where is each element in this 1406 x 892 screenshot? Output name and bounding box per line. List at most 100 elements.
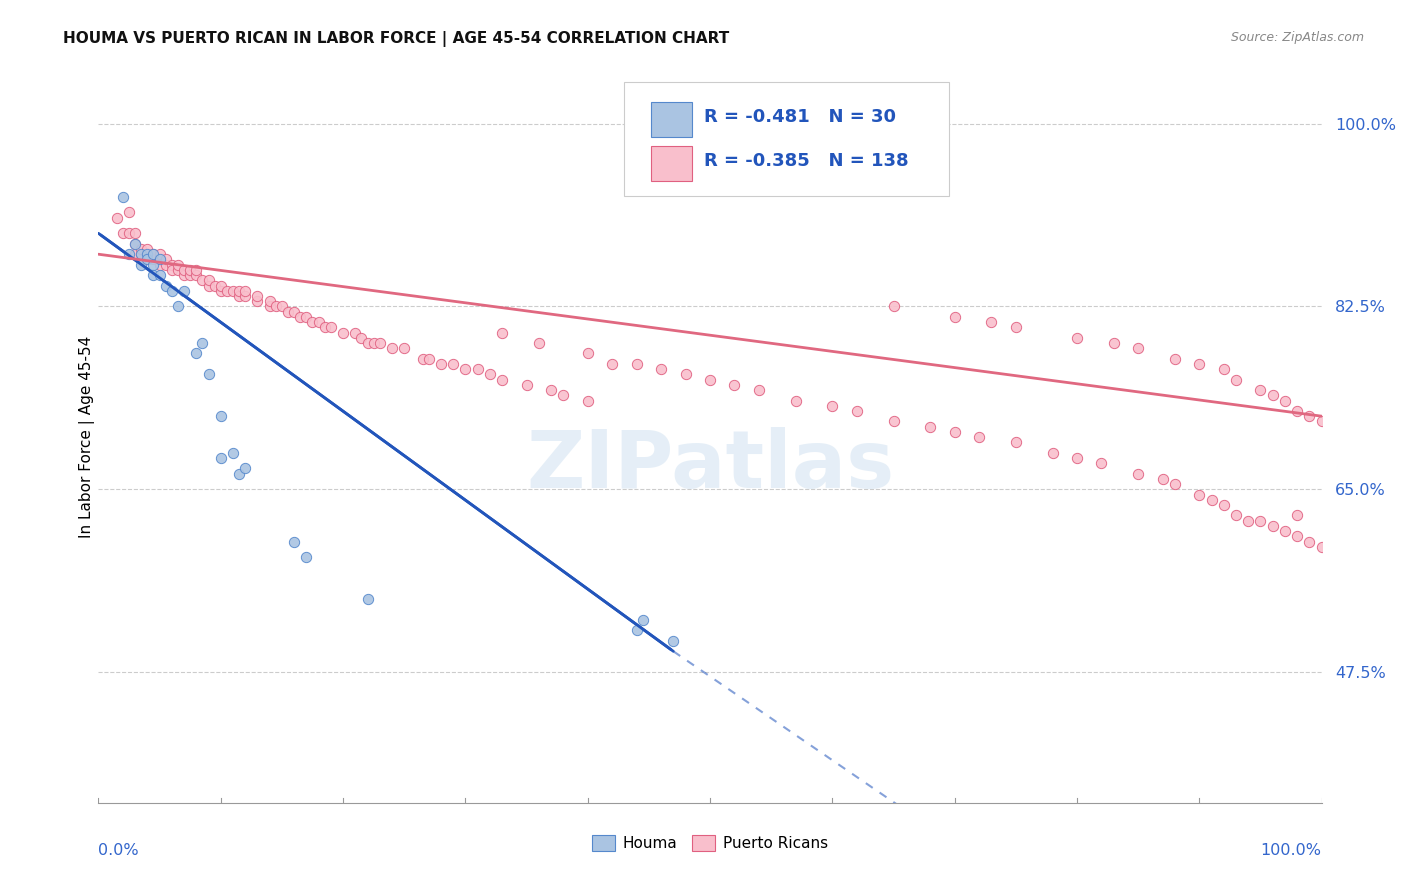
Point [233, 461, 256, 475]
Point [111, 190, 134, 204]
Point [173, 263, 195, 277]
Point [124, 247, 146, 261]
Point [209, 450, 232, 465]
Point [1261, 519, 1284, 533]
Point [295, 550, 318, 565]
Point [155, 252, 177, 267]
Point [209, 409, 232, 424]
Point [283, 304, 305, 318]
Point [344, 326, 367, 340]
Point [167, 258, 190, 272]
Point [142, 247, 165, 261]
Point [1128, 467, 1150, 481]
Point [228, 289, 250, 303]
Point [283, 534, 305, 549]
Point [626, 624, 648, 638]
Point [430, 357, 453, 371]
Point [111, 227, 134, 241]
Point [136, 242, 159, 256]
Point [1164, 477, 1187, 491]
Point [270, 300, 294, 314]
Point [675, 368, 697, 382]
Point [662, 633, 685, 648]
Point [149, 258, 172, 272]
Text: HOUMA VS PUERTO RICAN IN LABOR FORCE | AGE 45-54 CORRELATION CHART: HOUMA VS PUERTO RICAN IN LABOR FORCE | A… [63, 31, 730, 47]
Point [129, 258, 152, 272]
Point [650, 362, 672, 376]
Text: R = -0.385   N = 138: R = -0.385 N = 138 [704, 152, 908, 169]
Point [295, 310, 318, 324]
Point [392, 341, 416, 355]
Point [259, 294, 281, 309]
Point [943, 310, 966, 324]
Point [1164, 351, 1187, 366]
Point [191, 273, 214, 287]
Point [1298, 534, 1320, 549]
Point [142, 258, 165, 272]
Point [883, 414, 905, 428]
Point [1201, 492, 1223, 507]
Point [454, 362, 477, 376]
Point [233, 284, 256, 298]
Point [441, 357, 464, 371]
Point [264, 300, 287, 314]
Point [540, 383, 562, 397]
Point [124, 227, 146, 241]
Point [209, 284, 232, 298]
Point [1261, 388, 1284, 402]
Point [155, 258, 177, 272]
Point [124, 236, 146, 251]
Point [553, 388, 575, 402]
Point [136, 247, 159, 261]
Point [129, 242, 152, 256]
Point [209, 278, 232, 293]
Point [785, 393, 807, 408]
Point [1310, 414, 1333, 428]
Point [1274, 524, 1296, 538]
Point [467, 362, 489, 376]
Point [491, 373, 513, 387]
Point [332, 326, 354, 340]
Point [1004, 435, 1026, 450]
Point [920, 419, 942, 434]
Point [515, 377, 537, 392]
Point [1286, 529, 1309, 543]
Point [129, 247, 152, 261]
Point [124, 236, 146, 251]
Point [222, 446, 245, 460]
Point [160, 284, 183, 298]
Point [1298, 409, 1320, 424]
Point [356, 592, 378, 607]
Point [259, 300, 281, 314]
Point [980, 315, 1002, 329]
Point [179, 263, 201, 277]
Point [186, 263, 208, 277]
FancyBboxPatch shape [624, 82, 949, 195]
Point [1188, 357, 1211, 371]
Point [967, 430, 990, 444]
Point [845, 404, 868, 418]
Point [186, 268, 208, 282]
Point [1066, 331, 1088, 345]
Point [186, 346, 208, 360]
Point [222, 284, 245, 298]
Point [1004, 320, 1026, 334]
Point [1286, 404, 1309, 418]
Point [191, 336, 214, 351]
Point [228, 284, 250, 298]
Point [167, 300, 190, 314]
Point [478, 368, 501, 382]
Point [173, 268, 195, 282]
Point [149, 252, 172, 267]
Point [723, 377, 745, 392]
Point [173, 284, 195, 298]
Point [197, 273, 219, 287]
Y-axis label: In Labor Force | Age 45-54: In Labor Force | Age 45-54 [79, 336, 96, 538]
Point [204, 278, 226, 293]
Point [363, 336, 385, 351]
Point [491, 326, 513, 340]
Point [197, 368, 219, 382]
Point [1090, 456, 1112, 470]
Point [1274, 393, 1296, 408]
Point [301, 315, 323, 329]
